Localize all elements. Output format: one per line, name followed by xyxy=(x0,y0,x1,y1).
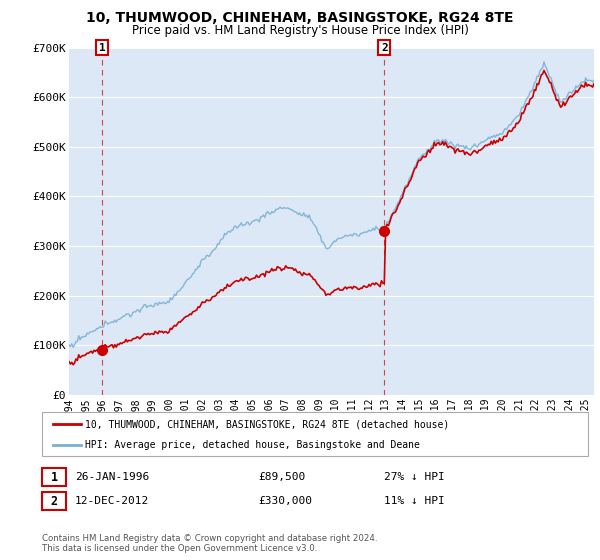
Text: 26-JAN-1996: 26-JAN-1996 xyxy=(75,472,149,482)
Text: 1: 1 xyxy=(99,43,106,53)
Text: 1: 1 xyxy=(50,470,58,484)
Text: £330,000: £330,000 xyxy=(258,496,312,506)
Text: 2: 2 xyxy=(381,43,388,53)
Text: 11% ↓ HPI: 11% ↓ HPI xyxy=(384,496,445,506)
Text: 2: 2 xyxy=(50,494,58,508)
Text: £89,500: £89,500 xyxy=(258,472,305,482)
Text: Price paid vs. HM Land Registry's House Price Index (HPI): Price paid vs. HM Land Registry's House … xyxy=(131,24,469,36)
Text: 10, THUMWOOD, CHINEHAM, BASINGSTOKE, RG24 8TE (detached house): 10, THUMWOOD, CHINEHAM, BASINGSTOKE, RG2… xyxy=(85,419,449,429)
Text: 10, THUMWOOD, CHINEHAM, BASINGSTOKE, RG24 8TE: 10, THUMWOOD, CHINEHAM, BASINGSTOKE, RG2… xyxy=(86,11,514,25)
Text: 27% ↓ HPI: 27% ↓ HPI xyxy=(384,472,445,482)
Text: HPI: Average price, detached house, Basingstoke and Deane: HPI: Average price, detached house, Basi… xyxy=(85,440,420,450)
Text: Contains HM Land Registry data © Crown copyright and database right 2024.
This d: Contains HM Land Registry data © Crown c… xyxy=(42,534,377,553)
Text: 12-DEC-2012: 12-DEC-2012 xyxy=(75,496,149,506)
